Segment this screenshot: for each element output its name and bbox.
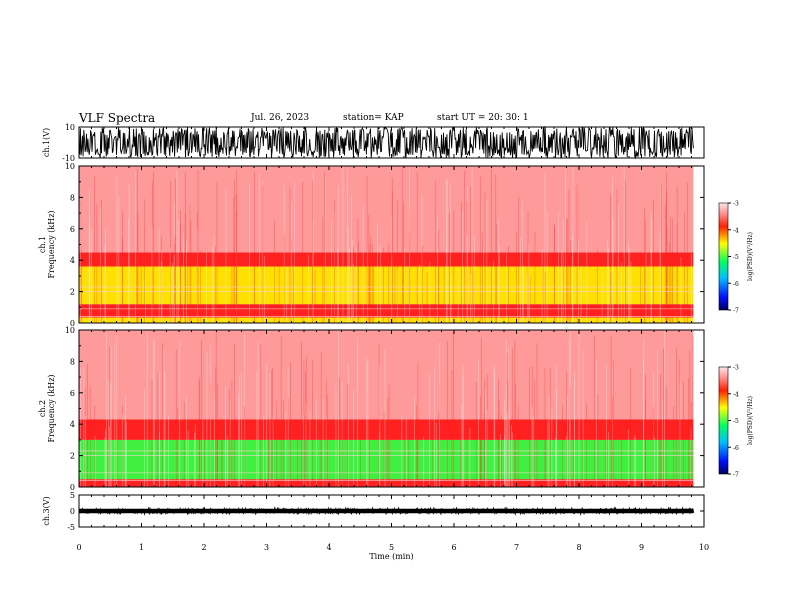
x-tick-label: 6 — [451, 543, 456, 552]
colorbar-tick-label: -5 — [733, 254, 739, 261]
y-axis-label: ch.1 — [38, 236, 47, 253]
spectrogram-1 — [79, 166, 694, 323]
x-tick-label: 2 — [201, 543, 206, 552]
y-tick-label: 10 — [65, 326, 75, 335]
y-axis-label: ch.2 — [38, 400, 47, 417]
colorbar — [718, 202, 729, 311]
date-label: Jul. 26, 2023 — [251, 113, 310, 123]
spectral-band — [79, 317, 694, 323]
y-tick-label: -5 — [67, 523, 75, 532]
spectral-band — [79, 419, 694, 440]
x-tick-label: 3 — [264, 543, 269, 552]
y-axis-label: Frequency (kHz) — [47, 374, 56, 442]
colorbar-tick-label: -3 — [733, 201, 739, 208]
colorbar-tick-label: -3 — [733, 365, 739, 372]
waveform-band — [79, 508, 694, 514]
colorbar-tick-label: -7 — [733, 308, 739, 315]
y-tick-label: 8 — [70, 357, 75, 366]
y-tick-label: 4 — [70, 256, 75, 265]
y-tick-label: 0 — [70, 507, 75, 516]
y-tick-label: 10 — [65, 162, 75, 171]
y-tick-label: -10 — [62, 154, 75, 163]
waveform-trace — [78, 125, 694, 160]
x-tick-label: 8 — [576, 543, 581, 552]
spectral-band — [79, 166, 694, 253]
colorbar-tick-label: -6 — [733, 281, 739, 288]
waveform-0 — [78, 125, 694, 160]
y-axis-label: ch.3(V) — [42, 496, 51, 525]
spectral-band — [79, 266, 694, 305]
station-label: station= KAP — [343, 113, 404, 123]
x-axis-label: Time (min) — [369, 552, 413, 561]
colorbar-label: log(PSD)(V²/Hz) — [747, 232, 754, 281]
y-axis-label: ch.1(V) — [42, 128, 51, 157]
colorbar-tick-label: -4 — [733, 391, 739, 398]
colorbar-tick-label: -7 — [733, 472, 739, 479]
x-tick-label: 10 — [699, 543, 709, 552]
x-tick-label: 1 — [139, 543, 144, 552]
y-tick-label: 6 — [70, 389, 75, 398]
panels-layer — [78, 125, 695, 516]
y-axis-label: Frequency (kHz) — [47, 210, 56, 278]
spectral-band — [79, 304, 694, 318]
colorbar-tick-label: -6 — [733, 445, 739, 452]
spectral-band — [79, 252, 694, 267]
y-tick-label: 0 — [70, 319, 75, 328]
y-tick-label: 8 — [70, 193, 75, 202]
y-tick-label: 0 — [70, 483, 75, 492]
x-tick-label: 9 — [639, 543, 644, 552]
colorbar-tick-label: -4 — [733, 227, 739, 234]
colorbar-tick-label: -5 — [733, 418, 739, 425]
start-time-label: start UT = 20: 30: 1 — [437, 113, 529, 123]
waveform-3 — [78, 506, 695, 516]
x-tick-label: 7 — [514, 543, 519, 552]
colorbar — [718, 366, 729, 475]
y-tick-label: 5 — [70, 491, 75, 500]
x-tick-label: 4 — [326, 543, 331, 552]
colorbar-label: log(PSD)(V²/Hz) — [747, 396, 754, 445]
y-tick-label: 2 — [70, 288, 75, 297]
y-tick-label: 2 — [70, 452, 75, 461]
y-tick-label: 4 — [70, 420, 75, 429]
plot-title: VLF Spectra — [79, 111, 156, 125]
spectral-band — [79, 330, 694, 420]
x-tick-label: 0 — [76, 543, 81, 552]
y-tick-label: 10 — [65, 123, 75, 132]
spectral-band — [79, 479, 694, 487]
y-tick-label: 6 — [70, 225, 75, 234]
spectrogram-2 — [79, 330, 694, 487]
x-tick-label: 5 — [389, 543, 394, 552]
